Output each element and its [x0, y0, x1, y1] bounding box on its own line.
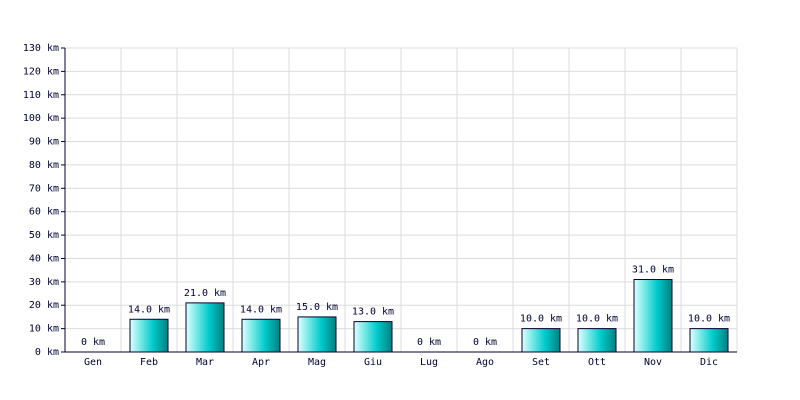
x-tick-label: Lug: [420, 357, 438, 368]
bar: [689, 328, 729, 353]
value-label: 14.0 km: [240, 304, 282, 315]
y-tick-label: 40 km: [29, 253, 59, 264]
bar: [241, 318, 281, 353]
x-tick-label: Nov: [644, 357, 662, 368]
x-tick-label: Mag: [308, 357, 326, 368]
x-tick-label: Ago: [476, 357, 494, 368]
bar: [353, 321, 393, 353]
y-tick-label: 0 km: [35, 347, 59, 358]
y-tick-label: 120 km: [23, 66, 59, 77]
x-tick-label: Giu: [364, 357, 382, 368]
x-tick-label: Feb: [140, 357, 158, 368]
bar: [521, 328, 561, 353]
x-tick-label: Dic: [700, 357, 718, 368]
bar: [633, 279, 673, 353]
x-tick-label: Apr: [252, 357, 270, 368]
value-label: 0 km: [81, 337, 105, 348]
y-tick-label: 20 km: [29, 300, 59, 311]
y-tick-label: 70 km: [29, 183, 59, 194]
y-tick-label: 130 km: [23, 43, 59, 54]
value-label: 31.0 km: [632, 265, 674, 276]
y-tick-label: 80 km: [29, 160, 59, 171]
x-tick-label: Gen: [84, 357, 102, 368]
y-tick-label: 100 km: [23, 113, 59, 124]
value-label: 13.0 km: [352, 307, 394, 318]
y-tick-label: 50 km: [29, 230, 59, 241]
x-tick-label: Mar: [196, 357, 214, 368]
x-tick-label: Ott: [588, 357, 606, 368]
value-label: 0 km: [473, 337, 497, 348]
bar: [297, 316, 337, 353]
bar: [129, 318, 169, 353]
bar: [185, 302, 225, 353]
x-tick-label: Set: [532, 357, 550, 368]
y-tick-label: 60 km: [29, 207, 59, 218]
y-tick-label: 90 km: [29, 137, 59, 148]
y-tick-label: 110 km: [23, 90, 59, 101]
value-label: 10.0 km: [688, 314, 730, 325]
value-label: 10.0 km: [520, 314, 562, 325]
value-label: 21.0 km: [184, 288, 226, 299]
value-label: 10.0 km: [576, 314, 618, 325]
value-label: 14.0 km: [128, 304, 170, 315]
y-tick-label: 10 km: [29, 324, 59, 335]
value-label: 15.0 km: [296, 302, 338, 313]
value-label: 0 km: [417, 337, 441, 348]
y-tick-label: 30 km: [29, 277, 59, 288]
bar: [577, 328, 617, 353]
